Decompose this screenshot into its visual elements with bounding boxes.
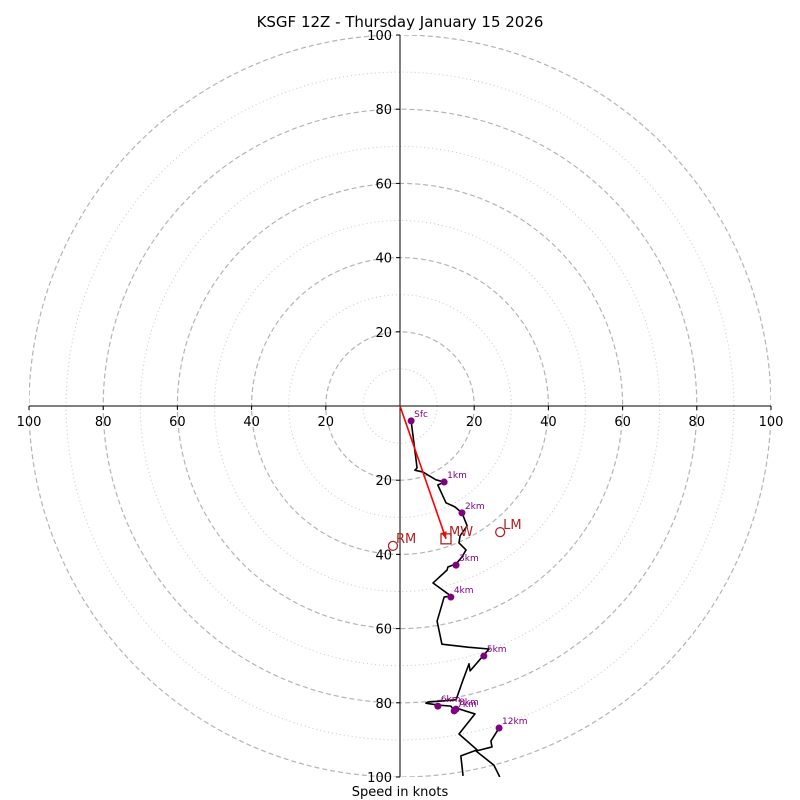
y-tick-label: 20	[375, 474, 392, 489]
height-marker-label: 12km	[502, 717, 527, 727]
height-marker-label: 6km	[441, 695, 461, 705]
mw-label: MW	[449, 525, 473, 540]
lm-marker	[495, 526, 506, 538]
x-tick-label: 100	[17, 415, 42, 430]
x-tick-label: 20	[318, 415, 335, 430]
x-tick-label: 80	[95, 415, 112, 430]
shear-vector	[399, 405, 447, 540]
height-marker-label: 7km	[457, 700, 477, 710]
y-tick-label: 20	[375, 326, 392, 341]
x-tick-label: 20	[466, 415, 483, 430]
y-tick-label: 100	[367, 29, 392, 44]
y-tick-label: 60	[375, 623, 392, 638]
height-marker-point	[452, 705, 460, 713]
y-tick-labels: 100 80 60 40 20 20 40 60 80 100	[367, 29, 400, 786]
x-tick-label: 60	[169, 415, 186, 430]
rm-label: RM	[396, 532, 416, 547]
height-marker-point	[452, 561, 460, 569]
chart-title: KSGF 12Z - Thursday January 15 2026	[257, 13, 544, 31]
rm-marker	[387, 540, 399, 552]
height-marker-label: 3km	[459, 554, 479, 564]
y-tick-label: 40	[375, 548, 392, 563]
height-marker-point	[458, 509, 466, 517]
height-marker-label: Sfc	[414, 410, 428, 420]
shear-vector-arrowhead	[440, 531, 447, 539]
height-marker-label: 2km	[465, 502, 485, 512]
height-marker-label: 1km	[447, 471, 467, 481]
x-tick-label: 40	[243, 415, 260, 430]
height-marker-label: 8km	[459, 698, 479, 708]
height-marker-point	[407, 417, 415, 425]
x-tick-label: 60	[614, 415, 631, 430]
height-marker-point	[495, 724, 503, 732]
lm-label: LM	[503, 518, 521, 533]
x-axis-label: Speed in knots	[352, 785, 449, 800]
height-marker-point	[434, 702, 442, 710]
mw-marker	[440, 533, 452, 545]
height-marker-point	[447, 593, 455, 601]
y-tick-label: 60	[375, 177, 392, 192]
y-tick-label: 100	[367, 771, 392, 786]
storm-motion-markers: RM LM MW	[387, 518, 522, 552]
x-tick-label: 80	[689, 415, 706, 430]
shear-vector-line	[399, 405, 447, 540]
x-tick-label: 100	[759, 415, 784, 430]
height-marker-label: 5km	[487, 645, 507, 655]
y-tick-label: 40	[375, 252, 392, 267]
x-tick-labels: 100 80 60 40 20 20 40 60 80 100	[17, 406, 784, 430]
height-marker-point	[440, 478, 448, 486]
y-tick-label: 80	[375, 103, 392, 118]
hodograph-upper-line	[475, 727, 501, 777]
height-marker-point	[480, 652, 488, 660]
height-marker-label: 4km	[454, 586, 474, 596]
y-tick-label: 80	[375, 697, 392, 712]
x-tick-label: 40	[540, 415, 557, 430]
